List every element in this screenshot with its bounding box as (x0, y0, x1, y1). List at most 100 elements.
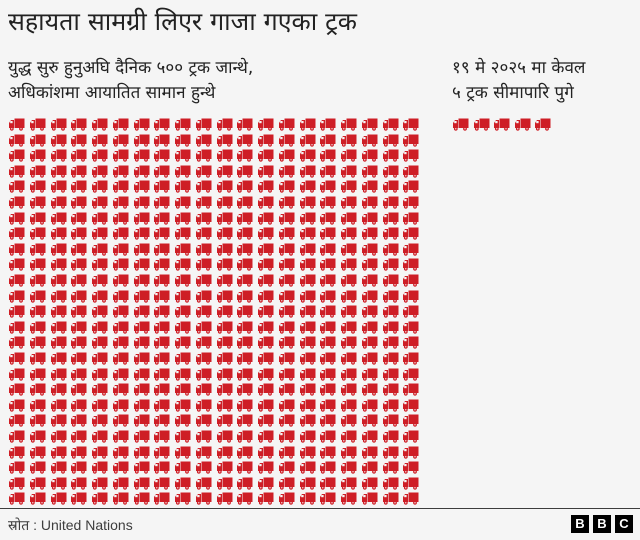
truck-icon (382, 147, 399, 162)
truck-icon (29, 303, 46, 318)
truck-icon (278, 397, 295, 412)
truck-icon (340, 178, 357, 194)
truck-icon (153, 225, 170, 240)
truck-icon (70, 256, 87, 272)
truck-icon (174, 366, 191, 381)
truck-icon (236, 412, 253, 428)
truck-icon (50, 272, 67, 287)
bbc-logo: B B C (571, 515, 633, 533)
truck-icon (8, 147, 25, 162)
truck-icon (216, 428, 233, 443)
truck-icon (50, 490, 67, 506)
truck-icon (361, 147, 378, 162)
truck-icon (112, 350, 129, 365)
truck-icon (133, 256, 150, 272)
truck-icon (278, 225, 295, 240)
truck-icon (299, 319, 316, 334)
truck-icon (278, 350, 295, 365)
truck-icon (340, 397, 357, 412)
truck-icon (299, 163, 316, 178)
truck-icon (402, 241, 419, 256)
truck-icon (278, 178, 295, 194)
truck-icon (340, 163, 357, 178)
truck-icon (382, 272, 399, 287)
source-note: स्रोत : United Nations (8, 517, 133, 533)
truck-icon (278, 366, 295, 381)
truck-icon (112, 459, 129, 474)
truck-icon (133, 147, 150, 162)
truck-icon (50, 163, 67, 178)
truck-icon (8, 163, 25, 178)
truck-icon (174, 475, 191, 490)
truck-icon (133, 241, 150, 256)
truck-icon (278, 428, 295, 443)
truck-icon (236, 178, 253, 194)
subtitle-before-war-line2: अधिकांशमा आयातित सामान हुन्थे (8, 83, 216, 103)
truck-icon (8, 475, 25, 490)
truck-icon (153, 366, 170, 381)
truck-icon (70, 210, 87, 225)
truck-icon (70, 334, 87, 350)
truck-icon (50, 210, 67, 225)
truck-icon (112, 256, 129, 272)
truck-icon (29, 350, 46, 365)
subtitle-before-war: युद्ध सुरु हुनुअघि दैनिक ५०० ट्रक जान्थे… (8, 56, 253, 106)
truck-icon (174, 303, 191, 318)
pictogram-may-2025 (452, 116, 562, 132)
truck-icon (278, 490, 295, 506)
subtitle-may-2025-line1: १९ मे २०२५ मा केवल (452, 58, 586, 78)
truck-icon (257, 319, 274, 334)
truck-icon (382, 116, 399, 131)
truck-icon (319, 319, 336, 334)
truck-icon (402, 459, 419, 474)
subtitle-before-war-line1: युद्ध सुरु हुनुअघि दैनिक ५०० ट्रक जान्थे… (8, 58, 254, 78)
truck-icon (216, 490, 233, 506)
truck-icon (91, 194, 108, 209)
truck-icon (195, 459, 212, 474)
truck-icon (236, 288, 253, 303)
truck-icon (8, 194, 25, 209)
bbc-logo-c: C (615, 515, 633, 533)
truck-icon (299, 397, 316, 412)
truck-icon (195, 428, 212, 443)
truck-icon (278, 334, 295, 350)
truck-icon (195, 350, 212, 365)
truck-icon (257, 241, 274, 256)
truck-icon (402, 194, 419, 209)
truck-icon (133, 381, 150, 396)
truck-icon (361, 256, 378, 272)
truck-icon (299, 272, 316, 287)
truck-icon (8, 381, 25, 396)
truck-icon (402, 366, 419, 381)
truck-icon (382, 225, 399, 240)
truck-icon (361, 381, 378, 396)
truck-icon (195, 319, 212, 334)
truck-icon (8, 366, 25, 381)
truck-icon (174, 459, 191, 474)
footer-divider (0, 508, 640, 509)
truck-icon (174, 381, 191, 396)
truck-icon (8, 319, 25, 334)
truck-icon (112, 366, 129, 381)
truck-icon (153, 350, 170, 365)
truck-icon (361, 194, 378, 209)
truck-icon (299, 194, 316, 209)
truck-icon (402, 428, 419, 443)
truck-icon (361, 397, 378, 412)
truck-icon (195, 256, 212, 272)
truck-icon (195, 366, 212, 381)
truck-icon (195, 210, 212, 225)
truck-icon (216, 256, 233, 272)
truck-icon (50, 428, 67, 443)
truck-icon (112, 163, 129, 178)
truck-icon (299, 475, 316, 490)
truck-icon (29, 428, 46, 443)
truck-icon (278, 210, 295, 225)
truck-icon (195, 381, 212, 396)
truck-icon (236, 366, 253, 381)
truck-icon (70, 163, 87, 178)
truck-icon (8, 444, 25, 459)
truck-icon (174, 116, 191, 131)
truck-icon (319, 241, 336, 256)
truck-icon (236, 490, 253, 506)
